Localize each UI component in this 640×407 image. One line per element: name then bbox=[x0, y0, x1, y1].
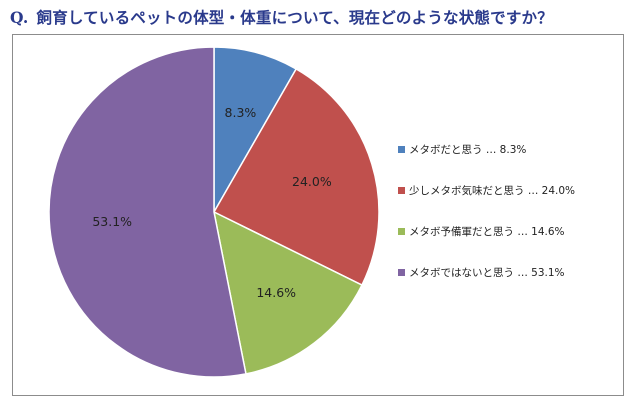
pie-data-label-4: 53.1% bbox=[92, 214, 132, 229]
legend-label-4: メタボではないと思う … 53.1% bbox=[409, 267, 565, 279]
legend-swatch-4 bbox=[398, 269, 405, 276]
pie-slice-4 bbox=[48, 46, 247, 378]
legend-label-1: メタボだと思う … 8.3% bbox=[409, 144, 526, 156]
legend-label-2: 少しメタボ気味だと思う … 24.0% bbox=[409, 184, 575, 197]
pie-slice-1 bbox=[213, 46, 298, 215]
legend-label-3: メタボ予備軍だと思う … 14.6% bbox=[409, 225, 565, 238]
question-title: Q. 飼育しているペットの体型・体重について、現在どのような状態ですか？ bbox=[10, 6, 630, 30]
legend-swatch-2 bbox=[398, 187, 405, 194]
legend-swatch-3 bbox=[398, 228, 405, 235]
pie-data-label-1: 8.3% bbox=[225, 105, 257, 120]
question-text: 飼育しているペットの体型・体重について、現在どのような状態ですか？ bbox=[36, 9, 553, 27]
pie-slice-2 bbox=[212, 67, 380, 287]
question-prefix: Q. bbox=[10, 8, 29, 27]
legend-swatch-1 bbox=[398, 146, 405, 153]
pie-data-label-2: 24.0% bbox=[292, 174, 332, 189]
pie-data-label-3: 14.6% bbox=[256, 285, 296, 300]
pie-slice-3 bbox=[212, 210, 363, 375]
